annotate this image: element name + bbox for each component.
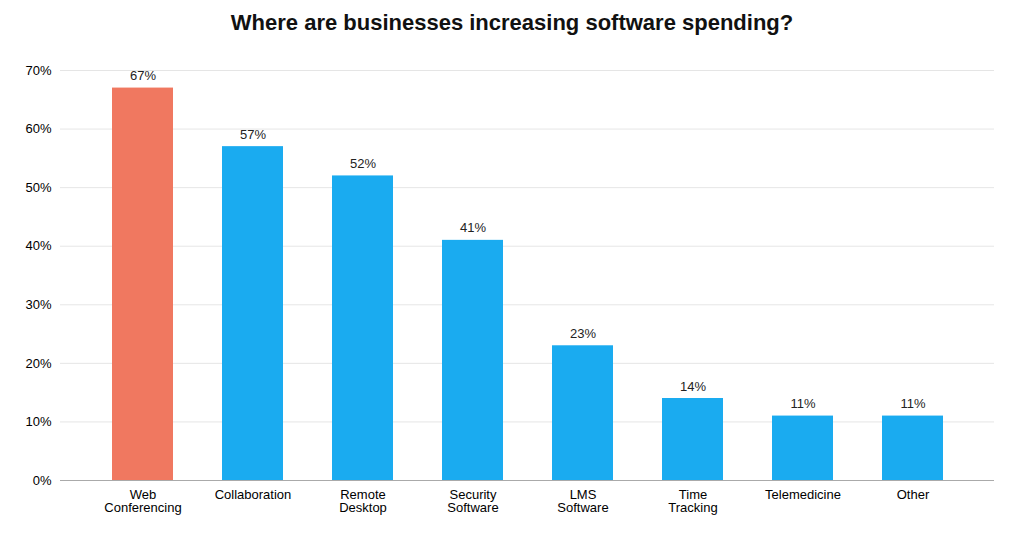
- svg-text:Collaboration: Collaboration: [215, 487, 292, 502]
- svg-text:40%: 40%: [25, 238, 51, 253]
- svg-text:20%: 20%: [25, 356, 51, 371]
- svg-text:70%: 70%: [25, 63, 51, 78]
- svg-text:14%: 14%: [680, 379, 706, 394]
- svg-text:11%: 11%: [900, 396, 925, 411]
- html-text:Where are businesses increasin: Where are businesses increasing software…: [230, 10, 794, 35]
- svg-text:0%: 0%: [33, 473, 52, 488]
- svg-text:Telemedicine: Telemedicine: [765, 487, 841, 502]
- svg-text:Other: Other: [897, 487, 930, 502]
- svg-text:10%: 10%: [25, 414, 51, 429]
- svg-text:52%: 52%: [350, 156, 376, 171]
- svg-text:41%: 41%: [460, 220, 486, 235]
- svg-text:67%: 67%: [130, 68, 156, 83]
- svg-text:LMSSoftware: LMSSoftware: [557, 487, 608, 515]
- svg-text:60%: 60%: [25, 121, 51, 136]
- svg-text:TimeTracking: TimeTracking: [668, 487, 717, 515]
- svg-text:57%: 57%: [240, 127, 266, 142]
- svg-text:30%: 30%: [25, 297, 51, 312]
- svg-text:WebConferencing: WebConferencing: [104, 487, 181, 515]
- svg-text:SecuritySoftware: SecuritySoftware: [447, 487, 498, 515]
- svg-text:50%: 50%: [25, 180, 51, 195]
- svg-text:RemoteDesktop: RemoteDesktop: [339, 487, 387, 515]
- svg-text:23%: 23%: [570, 326, 596, 341]
- svg-text:11%: 11%: [790, 396, 815, 411]
